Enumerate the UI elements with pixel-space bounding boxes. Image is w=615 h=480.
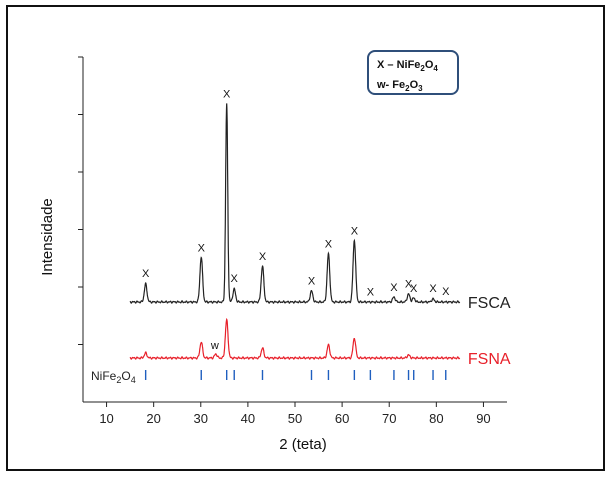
series-layer: FSCA FSNA [129, 103, 511, 368]
peak-label: X [308, 276, 316, 288]
peak-label: X [410, 283, 418, 295]
peak-label: X [198, 243, 206, 255]
peak-label: X [367, 286, 375, 298]
legend-entry-nife2o4: X – NiFe2O4 [377, 59, 438, 74]
x-tick-label: 40 [241, 411, 255, 426]
peak-label: X [223, 88, 231, 100]
y-axis-label: Intensidade [39, 198, 56, 276]
series-line-fsca [129, 103, 461, 304]
peak-label: X [231, 273, 239, 285]
series-label-fsca: FSCA [468, 295, 511, 312]
x-tick-label: 20 [146, 411, 160, 426]
x-tick-label: 70 [382, 411, 396, 426]
x-tick-label: 90 [476, 411, 490, 426]
x-tick-label: 60 [335, 411, 349, 426]
axes: 10 20 30 40 50 60 70 80 90 [78, 56, 507, 426]
peak-label: X [405, 279, 413, 291]
x-tick-label: 10 [99, 411, 113, 426]
phase-legend: X – NiFe2O4 w- Fe2O3 [367, 50, 459, 95]
peak-label: X [442, 286, 450, 298]
x-tick-label: 80 [429, 411, 443, 426]
series-line-fsna [129, 317, 461, 360]
peak-label: X [390, 282, 398, 294]
legend-entry-fe2o3: w- Fe2O3 [377, 79, 423, 94]
x-tick-label: 30 [194, 411, 208, 426]
peak-label: X [325, 238, 333, 250]
x-tick-label: 50 [288, 411, 302, 426]
peak-label: X [429, 283, 437, 295]
peak-label: X [259, 251, 267, 263]
x-axis-label: 2 (teta) [279, 436, 327, 453]
series-label-fsna: FSNA [468, 351, 511, 368]
reference-label: NiFe2O4 [91, 369, 136, 385]
fe2o3-peak-label: w [210, 340, 219, 352]
peak-label: X [142, 268, 150, 280]
peak-label: X [351, 226, 359, 238]
reference-ticks: NiFe2O4 [91, 369, 447, 385]
